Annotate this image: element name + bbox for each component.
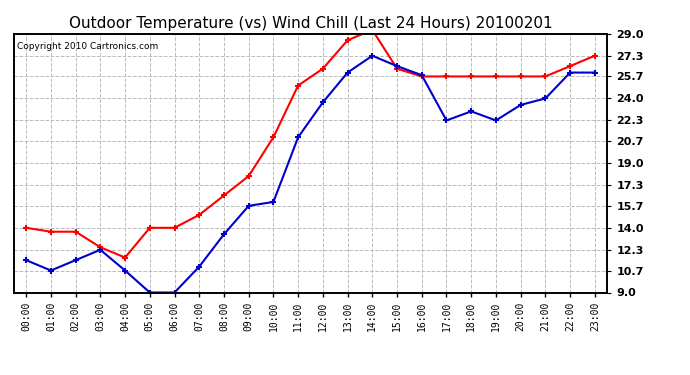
Title: Outdoor Temperature (vs) Wind Chill (Last 24 Hours) 20100201: Outdoor Temperature (vs) Wind Chill (Las… [69,16,552,31]
Text: Copyright 2010 Cartronics.com: Copyright 2010 Cartronics.com [17,42,158,51]
